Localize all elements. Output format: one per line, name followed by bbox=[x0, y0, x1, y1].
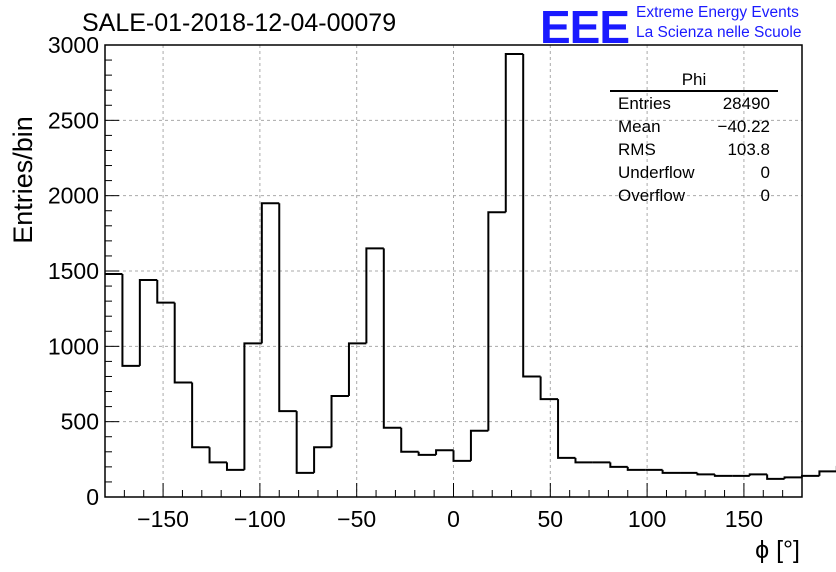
histogram-bin bbox=[121, 274, 140, 367]
histogram-bin bbox=[452, 450, 471, 462]
histogram-bin bbox=[365, 247, 384, 344]
histogram-bin bbox=[435, 449, 454, 455]
histogram-bin bbox=[574, 457, 593, 464]
histogram-bin bbox=[156, 280, 175, 304]
histogram-bin bbox=[713, 474, 733, 477]
stats-value: 28490 bbox=[722, 94, 770, 113]
stats-value: −40.22 bbox=[717, 117, 770, 136]
stats-label: RMS bbox=[618, 140, 656, 159]
histogram-bin bbox=[243, 342, 262, 470]
y-tick-label: 2500 bbox=[48, 107, 99, 133]
histogram-bin bbox=[260, 202, 280, 344]
histogram-bin bbox=[661, 469, 681, 474]
histogram-bin bbox=[138, 279, 158, 366]
stats-row: Underflow 0 bbox=[610, 161, 778, 184]
logo-caption-line1: Extreme Energy Events bbox=[636, 4, 799, 21]
x-tick-label: −150 bbox=[137, 506, 189, 532]
y-tick-label: 0 bbox=[86, 484, 99, 510]
histogram-bin bbox=[696, 472, 715, 476]
histogram-bin bbox=[225, 462, 245, 471]
y-tick-label: 1500 bbox=[48, 258, 99, 284]
stats-row: RMS 103.8 bbox=[610, 138, 778, 161]
histogram-bin bbox=[504, 53, 524, 213]
stats-box-title: Phi bbox=[610, 70, 778, 92]
histogram-bin bbox=[801, 474, 820, 478]
stats-value: 0 bbox=[760, 186, 770, 205]
y-tick-label: 2000 bbox=[48, 183, 99, 209]
histogram-bin bbox=[173, 302, 193, 384]
histogram-bin bbox=[522, 54, 541, 378]
histogram-bin bbox=[191, 382, 210, 449]
histogram-bin bbox=[783, 476, 802, 479]
histogram-bin bbox=[278, 203, 297, 413]
y-tick-label: 1000 bbox=[48, 333, 99, 359]
x-tick-label: 150 bbox=[725, 506, 763, 532]
y-tick-label: 3000 bbox=[48, 32, 99, 58]
stats-value: 0 bbox=[760, 163, 770, 182]
histogram-bin bbox=[487, 211, 506, 431]
histogram-bin bbox=[748, 473, 768, 476]
histogram-bin bbox=[766, 474, 785, 480]
histogram-bin bbox=[347, 342, 367, 397]
stats-row: Overflow 0 bbox=[610, 184, 778, 207]
x-tick-label: 50 bbox=[538, 506, 564, 532]
stats-row: Mean −40.22 bbox=[610, 115, 778, 138]
histogram-bin bbox=[609, 462, 628, 468]
stats-label: Entries bbox=[618, 94, 671, 113]
x-tick-label: −100 bbox=[234, 506, 286, 532]
histogram-bin bbox=[330, 395, 349, 448]
stats-value: 103.8 bbox=[727, 140, 770, 159]
x-axis-label: ϕ [°] bbox=[755, 536, 800, 564]
histogram-bin bbox=[295, 411, 315, 474]
stats-label: Overflow bbox=[618, 186, 686, 205]
histogram-bin bbox=[557, 399, 576, 459]
logo-caption: Extreme Energy Events La Scienza nelle S… bbox=[636, 3, 801, 43]
histogram-series bbox=[105, 53, 836, 480]
tick-labels: −150 −100 −50 0 50 100 15005001000150020002500… bbox=[48, 32, 763, 532]
logo-caption-line2: La Scienza nelle Scuole bbox=[636, 24, 802, 41]
y-tick-label: 500 bbox=[61, 409, 99, 435]
histogram-bin bbox=[417, 451, 437, 456]
stats-label: Mean bbox=[618, 117, 661, 136]
histogram-bin bbox=[539, 376, 559, 401]
histogram-bin bbox=[469, 429, 489, 461]
histogram-bin bbox=[818, 470, 836, 476]
x-tick-label: 0 bbox=[447, 506, 460, 532]
stats-box: Phi Entries 28490 Mean −40.22 RMS 103.8 … bbox=[610, 70, 778, 207]
histogram-bin bbox=[313, 446, 332, 473]
x-tick-label: 100 bbox=[628, 506, 666, 532]
axis-ticks bbox=[104, 44, 803, 498]
eee-logo: EEE bbox=[540, 1, 630, 53]
chart-title: SALE-01-2018-12-04-00079 bbox=[82, 9, 397, 37]
histogram-bin bbox=[208, 447, 227, 464]
histogram-bin bbox=[382, 248, 402, 429]
histogram-bin bbox=[400, 427, 419, 453]
stats-label: Underflow bbox=[618, 163, 695, 182]
stats-row: Entries 28490 bbox=[610, 92, 778, 115]
histogram-bin bbox=[626, 466, 646, 471]
x-tick-label: −50 bbox=[337, 506, 376, 532]
y-axis-label: Entries/bin bbox=[8, 116, 38, 244]
